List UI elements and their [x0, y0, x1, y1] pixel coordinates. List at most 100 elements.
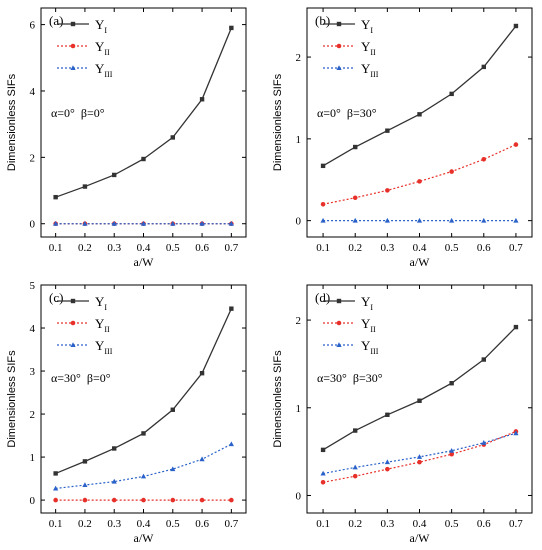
data-point-y-i [513, 23, 519, 29]
data-point-y-ii [385, 466, 390, 472]
x-tick-label: 0.6 [195, 242, 209, 254]
legend-label: YIII [95, 338, 113, 356]
y-tick-label: 0 [296, 216, 302, 228]
data-point-y-i [353, 428, 358, 433]
data-point-y-iii [320, 470, 326, 476]
legend-marker [70, 298, 76, 304]
x-tick-label: 0.4 [413, 518, 427, 530]
data-point-y-i [112, 172, 117, 178]
data-point-y-iii [199, 456, 205, 462]
x-tick-label: 0.1 [316, 242, 330, 254]
y-tick-label: 0 [296, 490, 302, 502]
data-point-y-i [385, 412, 390, 417]
x-tick-label: 0.2 [348, 518, 362, 530]
y-tick-label: 0 [30, 219, 36, 231]
data-point-y-iii [513, 217, 519, 223]
legend-marker [70, 342, 76, 347]
y-tick-label: 0 [30, 495, 36, 507]
condition-annotation: α=0° β=0° [51, 106, 105, 120]
data-point-y-i [112, 446, 117, 451]
data-point-y-ii [352, 195, 358, 201]
data-point-y-ii [82, 497, 88, 503]
legend-subscript: I [104, 26, 107, 35]
panel-label: (c) [49, 290, 63, 305]
y-tick-label: 2 [30, 152, 36, 164]
legend-subscript: I [370, 26, 373, 35]
legend-marker [336, 298, 342, 304]
data-point-y-i [141, 431, 146, 436]
data-point-y-i [353, 144, 358, 150]
data-point-y-i [417, 398, 422, 403]
legend-marker [336, 21, 342, 27]
data-point-y-i [417, 112, 422, 117]
data-point-y-i [449, 381, 454, 386]
x-tick-label: 0.4 [137, 518, 151, 530]
x-tick-label: 0.5 [166, 518, 180, 530]
y-axis-label: Dimensionless SIFs [272, 73, 284, 171]
legend-label: YIII [95, 61, 113, 79]
data-point-y-iii [53, 485, 59, 491]
x-tick-label: 0.4 [137, 242, 151, 254]
data-point-y-i [199, 97, 205, 102]
data-point-y-iii [352, 464, 358, 470]
legend-entry: YIII [57, 338, 113, 356]
plot-frame [40, 7, 247, 238]
legend-label: YI [361, 294, 373, 312]
legend-label: YII [95, 39, 110, 57]
data-point-y-i [170, 407, 175, 412]
data-point-y-iii [170, 466, 176, 472]
data-point-y-iii [449, 217, 455, 223]
x-tick-label: 0.3 [107, 518, 121, 530]
data-point-y-iii [53, 220, 59, 226]
data-point-y-ii [449, 169, 454, 174]
data-point-y-iii [170, 220, 176, 226]
data-point-y-ii [481, 157, 487, 162]
data-point-y-ii [229, 497, 234, 503]
plot-frame [40, 284, 247, 514]
y-tick-label: 1 [296, 403, 302, 415]
legend-subscript: II [104, 48, 110, 57]
x-tick-label: 0.2 [348, 242, 362, 254]
series-line-y-i [322, 25, 517, 167]
data-point-y-iii [449, 447, 455, 453]
data-point-y-i [141, 156, 146, 162]
legend-subscript: II [370, 325, 376, 334]
legend-label: YI [95, 17, 107, 35]
data-point-y-i [82, 184, 88, 189]
series-line-y-iii [55, 443, 232, 490]
series-line-y-ii [322, 144, 517, 205]
x-tick-label: 0.2 [78, 242, 92, 254]
data-point-y-i [320, 163, 326, 169]
data-point-y-iii [481, 440, 487, 445]
x-tick-label: 0.1 [49, 518, 63, 530]
data-point-y-iii [352, 217, 358, 223]
panel-label: (a) [49, 13, 63, 28]
data-point-y-ii [352, 473, 358, 479]
y-tick-label: 2 [296, 315, 302, 327]
x-tick-label: 0.1 [316, 518, 330, 530]
data-point-y-iii [384, 459, 390, 465]
data-point-y-iii [199, 220, 205, 226]
data-point-y-iii [228, 441, 234, 447]
data-point-y-iii [111, 220, 117, 226]
legend-entry: YIII [57, 61, 113, 79]
data-point-y-iii [82, 482, 88, 488]
y-tick-label: 4 [30, 323, 36, 335]
legend-marker [336, 320, 342, 326]
data-point-y-i [82, 459, 88, 464]
data-point-y-i [53, 194, 58, 200]
data-point-y-i [53, 471, 58, 476]
chart-panel-d: 0.1 0.2 0.3 0.4 0.5 0.6 0.7 0 1 2 a/W Dimensionless… [272, 284, 533, 545]
data-point-y-ii [141, 497, 146, 503]
y-axis-label: Dimensionless SIFs [272, 350, 284, 448]
data-point-y-iii [228, 220, 234, 226]
data-point-y-ii [417, 459, 422, 465]
x-tick-label: 0.5 [445, 518, 459, 530]
series-line-y-i [55, 308, 232, 475]
x-tick-label: 0.7 [224, 518, 238, 530]
legend-marker [70, 21, 76, 27]
legend-marker [70, 43, 76, 49]
data-point-y-i [449, 91, 454, 97]
legend-subscript: III [104, 347, 112, 356]
